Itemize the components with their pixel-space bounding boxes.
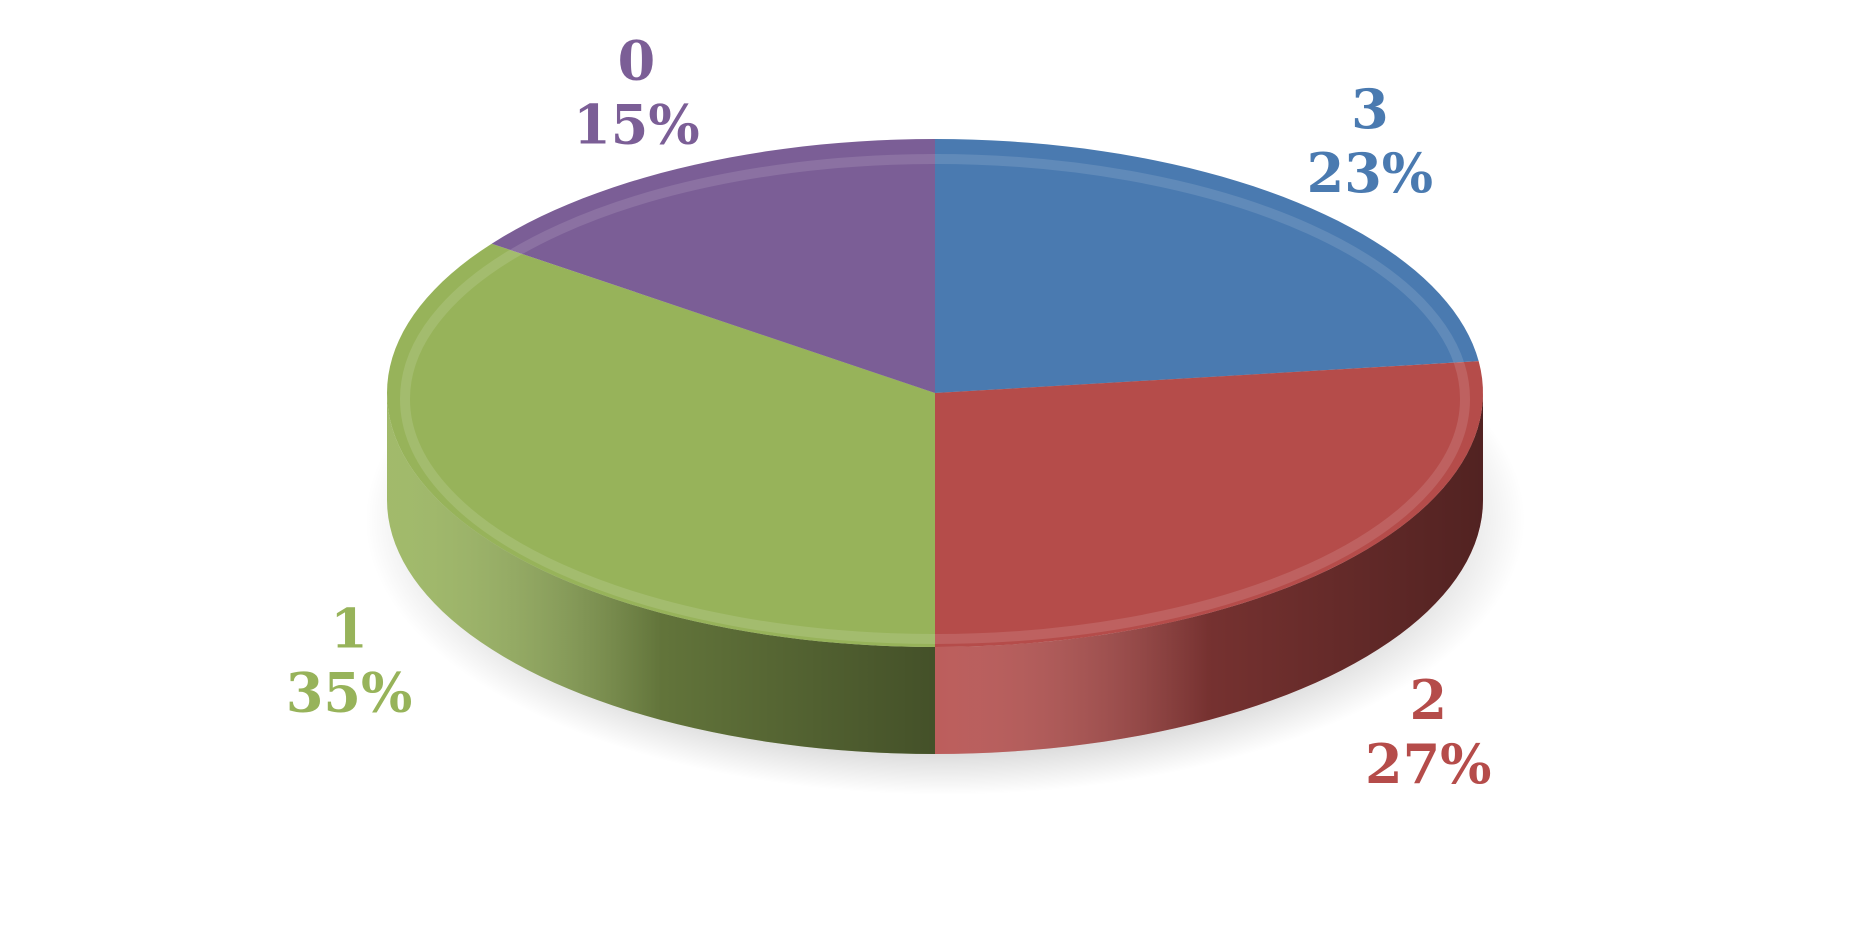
slice-2[interactable] xyxy=(935,361,1483,647)
slice-3[interactable] xyxy=(935,139,1479,393)
slice-percent-2: 27% xyxy=(1365,732,1491,796)
slice-label-3: 3 xyxy=(1351,77,1389,141)
slice-0[interactable] xyxy=(491,139,935,393)
slice-side-shade-1 xyxy=(387,393,935,754)
slice-percent-0: 15% xyxy=(573,92,699,156)
slice-percent-3: 23% xyxy=(1307,141,1433,205)
slice-label-2: 2 xyxy=(1409,668,1447,732)
slice-1[interactable] xyxy=(387,243,935,647)
slice-side-shade-2 xyxy=(935,393,1483,754)
slice-percent-1: 35% xyxy=(286,661,412,725)
slice-label-1: 1 xyxy=(330,597,368,661)
slice-label-0: 0 xyxy=(618,28,656,92)
rim-highlight xyxy=(400,154,1470,644)
